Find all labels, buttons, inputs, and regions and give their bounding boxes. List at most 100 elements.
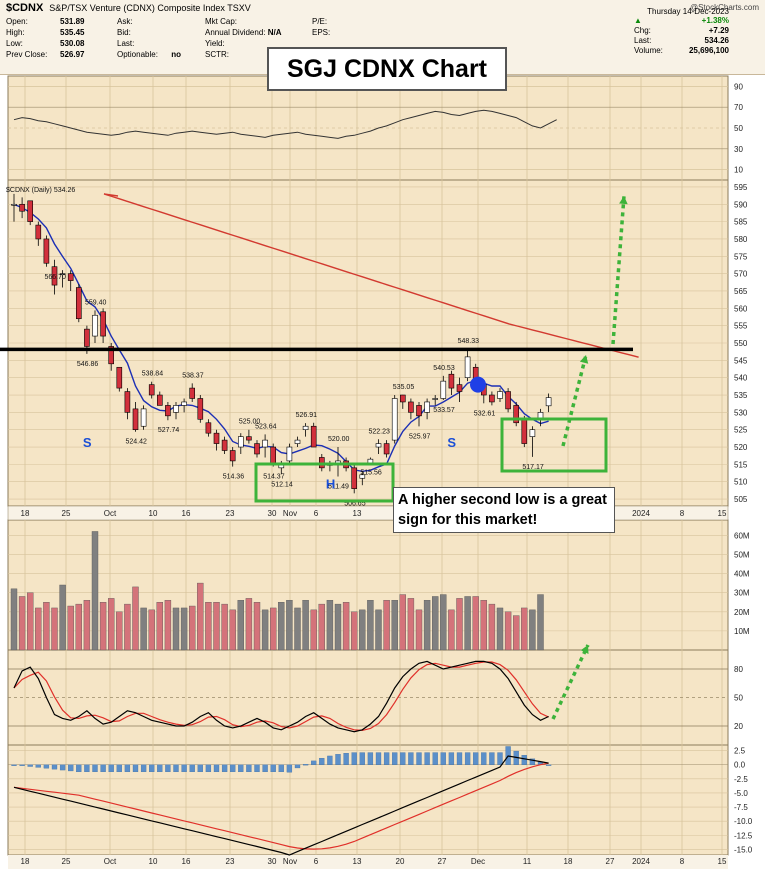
- price-label-19: 525.97: [409, 433, 431, 440]
- candle-body: [456, 384, 463, 392]
- price-label-3: 538.84: [142, 371, 164, 378]
- price-label-2: 546.86: [77, 361, 99, 368]
- macd-histogram-bar: [432, 752, 438, 765]
- vol-tick-4: 20M: [734, 608, 750, 617]
- macd-tick-2: -2.5: [734, 775, 748, 784]
- candle-body: [92, 314, 98, 337]
- price-tick-5: 570: [734, 270, 748, 279]
- macd-histogram-bar: [140, 764, 147, 773]
- vol-tick-1: 50M: [734, 550, 750, 559]
- macd-histogram-bar: [124, 764, 131, 773]
- macd-histogram-bar: [521, 755, 527, 765]
- macd-histogram-bar: [311, 760, 317, 765]
- x-tick-bottom-12: Dec: [471, 857, 485, 866]
- macd-histogram-bar: [400, 752, 406, 765]
- volume-bar: [310, 609, 317, 651]
- volume-bar: [237, 600, 245, 651]
- candle-body: [205, 422, 212, 434]
- candle-body: [521, 418, 528, 444]
- volume-bar: [294, 607, 301, 651]
- vol-tick-2: 40M: [734, 570, 750, 579]
- volume-value: 25,696,100: [688, 46, 729, 55]
- macd-histogram-bar: [529, 758, 536, 765]
- macd-line: [13, 755, 549, 856]
- volume-bar: [213, 602, 220, 651]
- candle-body: [375, 443, 382, 448]
- macd-tick-5: -10.0: [734, 817, 753, 826]
- volume-bar: [99, 602, 107, 651]
- price-tick-6: 565: [734, 287, 748, 296]
- candle-body: [408, 401, 414, 413]
- macd-histogram-bar: [157, 764, 163, 773]
- volume-bar: [375, 609, 382, 651]
- price-tick-13: 530: [734, 408, 748, 417]
- volume-bar: [67, 605, 74, 651]
- volume-bar: [521, 607, 528, 651]
- x-tick-top-16: 2024: [632, 509, 650, 518]
- vol-tick-5: 10M: [734, 627, 750, 636]
- macd-histogram-bar: [43, 764, 50, 769]
- low-box-2: [500, 417, 608, 473]
- macd-histogram-bar: [116, 764, 122, 773]
- chg-value: +7.29: [708, 26, 729, 35]
- vol-tick-3: 30M: [734, 589, 750, 598]
- stoch-d-line: [13, 661, 549, 732]
- volume-bar: [448, 609, 455, 651]
- quote-col-2: Ask: Bid: Last: Optionable: no: [117, 16, 181, 60]
- volume-bar: [326, 600, 334, 651]
- arrow-top-shaft: [611, 195, 626, 345]
- macd-histogram-bar: [132, 764, 139, 773]
- x-tick-top-2: Oct: [104, 509, 117, 518]
- x-tick-top-18: 15: [718, 509, 727, 518]
- macd-histogram-bar: [205, 764, 212, 773]
- x-tick-bottom-14: 18: [564, 857, 573, 866]
- macd-histogram-bar: [35, 764, 41, 768]
- macd-tick-6: -12.5: [734, 831, 753, 840]
- x-tick-bottom-5: 23: [226, 857, 235, 866]
- macd-histogram-bar: [270, 764, 276, 773]
- macd-histogram-bar: [383, 752, 390, 765]
- macd-histogram-bar: [367, 752, 374, 765]
- macd-histogram-bar: [392, 752, 398, 765]
- x-tick-top-7: Nov: [283, 509, 297, 518]
- x-axis-strip-bottom: [8, 855, 728, 869]
- quote-date: Thursday 14-Dec-2023: [647, 7, 729, 16]
- stoch-tick-2: 20: [734, 722, 743, 731]
- macd-tick-1: 0.0: [734, 761, 746, 770]
- volume-bar: [83, 600, 91, 651]
- macd-histogram-bar: [351, 752, 357, 765]
- pattern-label-2: S: [447, 435, 456, 450]
- volume-bar: [529, 609, 536, 651]
- candle-body: [464, 356, 471, 378]
- volume-bar: [116, 611, 123, 651]
- macd-histogram-bar: [359, 752, 365, 765]
- volume-bar: [456, 598, 463, 651]
- x-tick-top-17: 8: [680, 509, 685, 518]
- candle-body: [19, 203, 25, 212]
- candle-body: [513, 405, 520, 424]
- macd-histogram-bar: [545, 764, 552, 766]
- candle-body: [391, 398, 398, 441]
- volume-bar: [27, 592, 34, 651]
- candle-body: [310, 425, 317, 448]
- price-tick-12: 535: [734, 391, 748, 400]
- candle-body: [67, 273, 74, 281]
- macd-histogram-bar: [286, 764, 293, 773]
- candle-body: [529, 429, 536, 437]
- volume-bar: [180, 607, 188, 651]
- x-tick-bottom-7: Nov: [283, 857, 297, 866]
- volume-bar: [172, 607, 180, 651]
- price-label-9: 526.91: [296, 412, 318, 419]
- sctr-label: SCTR:: [205, 50, 229, 59]
- x-tick-top-5: 23: [226, 509, 235, 518]
- macd-histogram-bar: [262, 764, 268, 773]
- x-tick-top-1: 25: [62, 509, 71, 518]
- volume-bar: [188, 605, 196, 651]
- volume-bar: [124, 603, 131, 651]
- arrow-stoch-head: [580, 645, 589, 654]
- macd-histogram-bar: [319, 757, 325, 765]
- price-tick-17: 510: [734, 478, 748, 487]
- macd-histogram-bar: [76, 764, 82, 773]
- volume-bar: [513, 615, 520, 651]
- macd-histogram-bar: [11, 764, 17, 766]
